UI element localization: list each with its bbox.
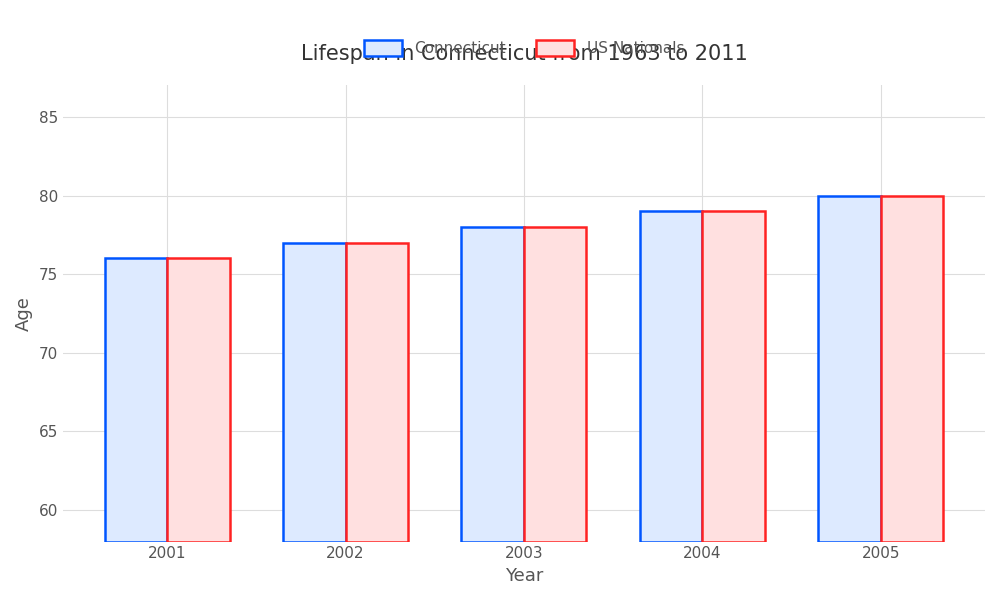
Bar bbox=[702, 211, 765, 542]
Y-axis label: Age: Age bbox=[15, 296, 33, 331]
Legend: Connecticut, US Nationals: Connecticut, US Nationals bbox=[358, 34, 690, 62]
Bar bbox=[346, 243, 408, 542]
X-axis label: Year: Year bbox=[505, 567, 543, 585]
Bar bbox=[881, 196, 943, 542]
Title: Lifespan in Connecticut from 1963 to 2011: Lifespan in Connecticut from 1963 to 201… bbox=[301, 44, 747, 64]
Bar bbox=[461, 227, 524, 542]
Bar bbox=[283, 243, 346, 542]
Bar bbox=[524, 227, 586, 542]
Bar bbox=[105, 259, 167, 542]
Bar bbox=[640, 211, 702, 542]
Bar bbox=[167, 259, 230, 542]
Bar bbox=[818, 196, 881, 542]
